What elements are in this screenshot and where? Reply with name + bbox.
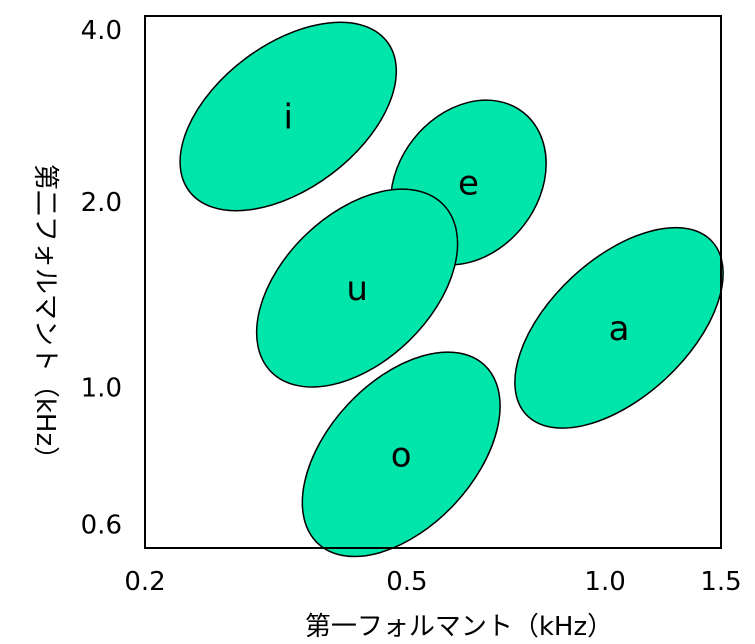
vowel-labels: i e u a o [283,98,629,476]
y-axis-title: 第二フォルマント（kHz） [30,164,60,472]
vowel-region-i [179,21,398,212]
vowel-region-o [301,351,501,558]
x-tick-label: 1.0 [584,567,625,597]
x-tick-label: 0.2 [124,567,165,597]
vowel-label-o: o [391,435,412,475]
vowel-label-i: i [283,98,292,138]
vowel-label-u: u [346,269,368,309]
y-tick-label: 2.0 [81,188,122,218]
vowel-region-u [255,188,459,388]
y-tick-labels: 4.0 2.0 1.0 0.6 [81,16,122,541]
x-tick-label: 0.5 [386,567,427,597]
vowel-regions [179,21,724,558]
y-tick-label: 1.0 [81,374,122,404]
plot-frame [144,15,722,549]
vowel-label-e: e [458,164,479,204]
x-axis-title: 第一フォルマント（kHz） [305,612,613,642]
y-axis-title-group: 第二フォルマント（kHz） [30,164,60,472]
y-tick-label: 4.0 [81,16,122,46]
vowel-region-a [514,226,724,429]
x-tick-labels: 0.2 0.5 1.0 1.5 [124,567,741,597]
vowel-label-a: a [609,309,630,349]
y-tick-label: 0.6 [81,511,122,541]
x-tick-label: 1.5 [700,567,741,597]
